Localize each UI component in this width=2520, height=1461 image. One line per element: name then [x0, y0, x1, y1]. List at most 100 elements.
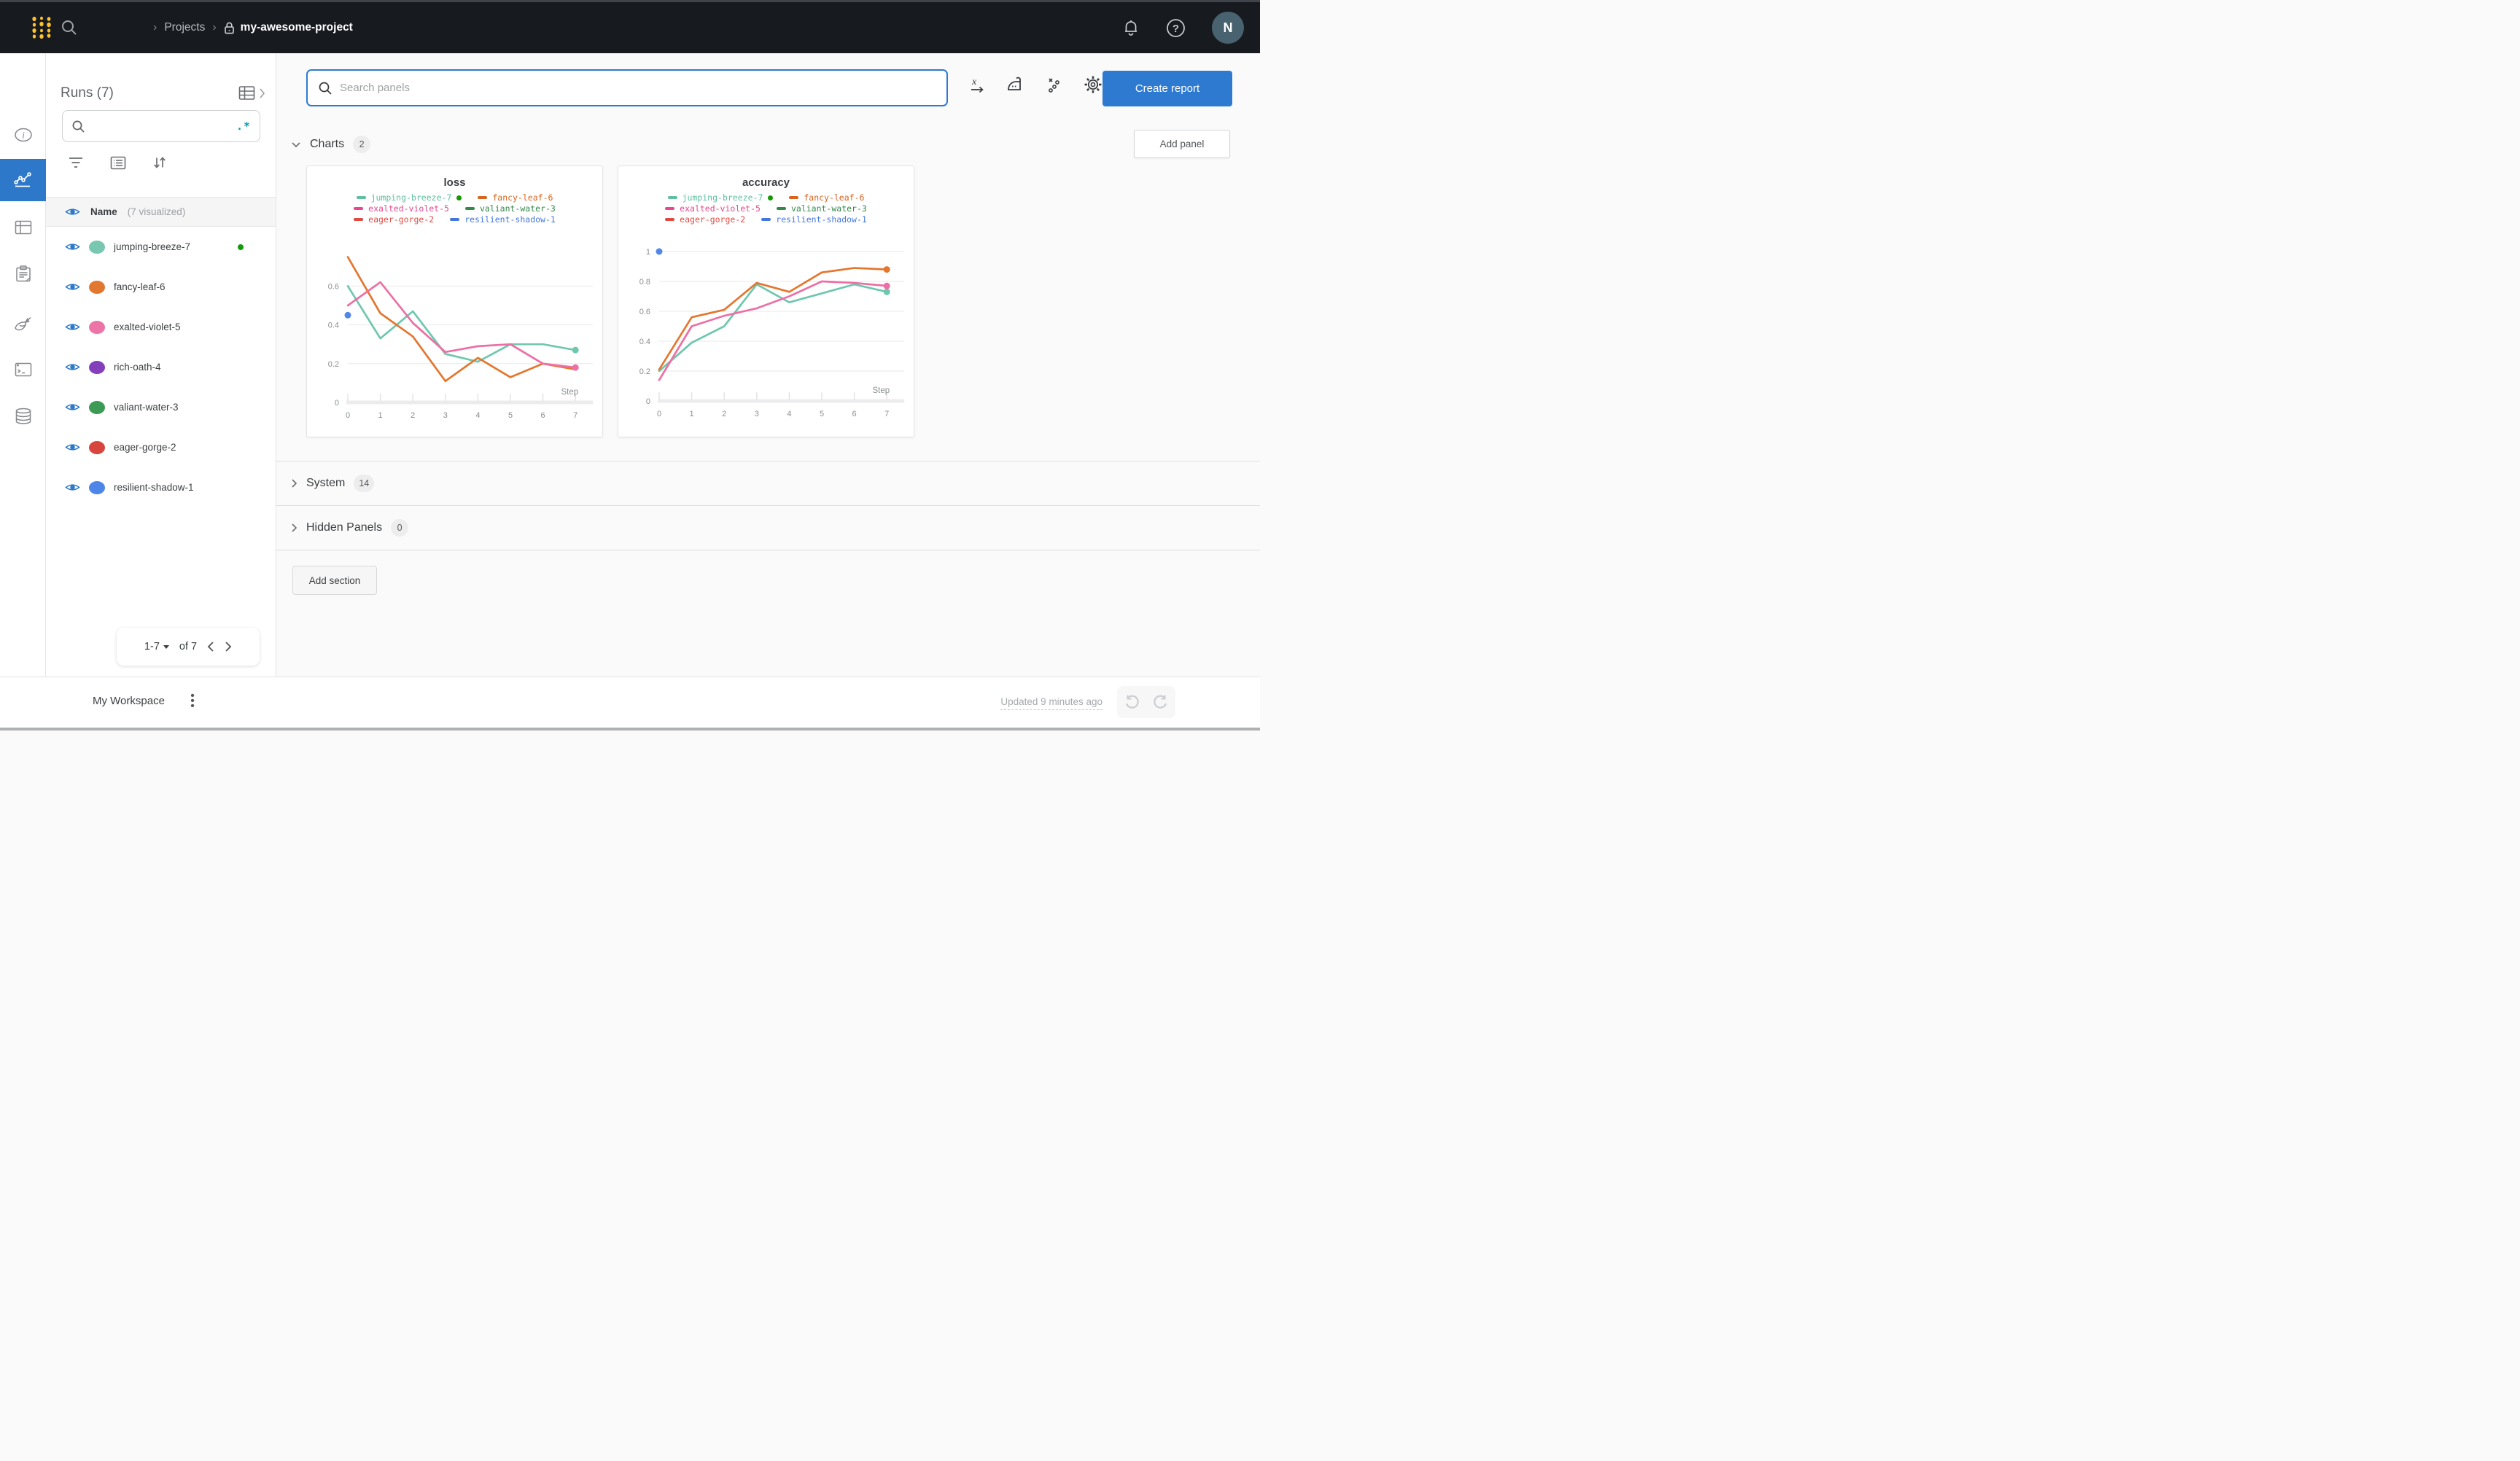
- legend-item[interactable]: resilient-shadow-1: [450, 214, 556, 225]
- svg-text:6: 6: [852, 410, 857, 418]
- eye-icon[interactable]: [65, 281, 80, 292]
- svg-text:x: x: [971, 77, 977, 87]
- avatar[interactable]: N: [1212, 12, 1244, 44]
- legend-swatch: [354, 207, 364, 210]
- breadcrumb-project-name[interactable]: my-awesome-project: [224, 21, 353, 35]
- runs-search-input[interactable]: [91, 120, 230, 132]
- legend-swatch: [464, 207, 475, 210]
- svg-text:0: 0: [646, 397, 650, 406]
- eye-icon[interactable]: [65, 482, 80, 493]
- section-system[interactable]: System 14: [291, 475, 375, 492]
- eye-icon[interactable]: [65, 241, 80, 252]
- chart-panel-accuracy[interactable]: accuracy jumping-breeze-7 fancy-leaf-6 e…: [618, 165, 914, 437]
- run-row[interactable]: fancy-leaf-6: [46, 267, 276, 307]
- runs-table-icon: [238, 86, 255, 100]
- eye-icon[interactable]: [65, 206, 80, 217]
- workspace-main: x: [276, 53, 1260, 677]
- legend-item[interactable]: eager-gorge-2: [354, 214, 434, 225]
- run-row[interactable]: exalted-violet-5: [46, 307, 276, 347]
- runs-count-title: Runs (7): [61, 85, 114, 101]
- chart-legend: jumping-breeze-7 fancy-leaf-6 exalted-vi…: [307, 192, 602, 225]
- rail-logs-icon[interactable]: [0, 348, 46, 391]
- x-axis-settings-icon[interactable]: x: [968, 76, 986, 93]
- svg-text:1: 1: [378, 411, 383, 420]
- redo-icon[interactable]: [1146, 686, 1175, 718]
- legend-item[interactable]: fancy-leaf-6: [789, 192, 864, 203]
- regex-toggle[interactable]: .*: [236, 120, 251, 133]
- eye-icon[interactable]: [65, 322, 80, 332]
- run-row[interactable]: rich-oath-4: [46, 347, 276, 387]
- section-charts[interactable]: Charts 2: [291, 136, 371, 153]
- rail-overview-icon[interactable]: i: [0, 114, 46, 156]
- page-range-dropdown[interactable]: 1-7: [144, 641, 169, 652]
- sort-icon[interactable]: [152, 155, 167, 170]
- help-icon[interactable]: ?: [1166, 18, 1186, 38]
- runs-table-toggle[interactable]: [238, 85, 265, 101]
- run-name: jumping-breeze-7: [114, 241, 191, 252]
- rail-jobs-icon[interactable]: [0, 253, 46, 295]
- next-page-icon[interactable]: [225, 641, 232, 652]
- runs-list-header[interactable]: Name (7 visualized): [46, 197, 276, 227]
- rail-artifacts-icon[interactable]: [0, 395, 46, 437]
- settings-gear-icon[interactable]: [1084, 75, 1102, 94]
- svg-text:0: 0: [335, 399, 339, 408]
- chart-panel-loss[interactable]: loss jumping-breeze-7 fancy-leaf-6 exalt…: [306, 165, 603, 437]
- legend-swatch: [450, 218, 460, 221]
- eye-icon[interactable]: [65, 362, 80, 373]
- filter-icon[interactable]: [68, 156, 84, 169]
- rail-charts-icon[interactable]: [0, 159, 46, 201]
- global-search-icon[interactable]: [60, 18, 79, 37]
- legend-swatch: [665, 207, 675, 210]
- run-name: exalted-violet-5: [114, 322, 181, 332]
- eye-icon[interactable]: [65, 442, 80, 453]
- legend-item[interactable]: valiant-water-3: [464, 203, 556, 214]
- legend-item[interactable]: resilient-shadow-1: [761, 214, 867, 225]
- run-color-dot: [89, 320, 105, 334]
- legend-item[interactable]: exalted-violet-5: [665, 203, 761, 214]
- legend-swatch: [776, 207, 786, 210]
- breadcrumb-projects-link[interactable]: Projects: [164, 21, 206, 34]
- add-panel-button[interactable]: Add panel: [1134, 130, 1230, 158]
- svg-text:2: 2: [411, 411, 415, 420]
- undo-icon[interactable]: [1117, 686, 1146, 718]
- svg-text:1: 1: [690, 410, 694, 418]
- rail-sweeps-icon[interactable]: [0, 303, 46, 345]
- notifications-bell-icon[interactable]: [1122, 18, 1140, 37]
- legend-item[interactable]: jumping-breeze-7: [667, 192, 774, 203]
- run-row[interactable]: jumping-breeze-7: [46, 227, 276, 267]
- run-row[interactable]: resilient-shadow-1: [46, 467, 276, 507]
- breadcrumb: › Projects › my-awesome-project: [153, 2, 353, 53]
- svg-text:5: 5: [508, 411, 513, 420]
- prev-page-icon[interactable]: [207, 641, 214, 652]
- legend-item[interactable]: exalted-violet-5: [354, 203, 449, 214]
- run-row[interactable]: valiant-water-3: [46, 387, 276, 427]
- legend-item[interactable]: jumping-breeze-7: [356, 192, 462, 203]
- runs-search-box[interactable]: .*: [62, 110, 260, 142]
- run-name: fancy-leaf-6: [114, 281, 166, 292]
- last-updated-text[interactable]: Updated 9 minutes ago: [1000, 696, 1102, 710]
- create-report-button[interactable]: Create report: [1102, 71, 1232, 106]
- panel-search-box[interactable]: [306, 69, 948, 106]
- smoothing-icon[interactable]: [1006, 76, 1025, 93]
- svg-text:?: ?: [1172, 23, 1179, 35]
- workspace-menu-kebab-icon[interactable]: • • •: [190, 690, 195, 712]
- wandb-logo[interactable]: [31, 15, 54, 40]
- legend-item[interactable]: eager-gorge-2: [665, 214, 745, 225]
- search-icon: [319, 82, 332, 95]
- outliers-icon[interactable]: [1046, 76, 1063, 93]
- add-section-button[interactable]: Add section: [292, 566, 377, 595]
- svg-text:2: 2: [722, 410, 726, 418]
- group-icon[interactable]: [110, 156, 126, 170]
- chart-title: accuracy: [742, 176, 790, 189]
- section-hidden-panels[interactable]: Hidden Panels 0: [291, 519, 409, 537]
- chevron-down-icon: [292, 141, 300, 147]
- legend-swatch: [667, 196, 677, 199]
- eye-icon[interactable]: [65, 402, 80, 413]
- panel-search-input[interactable]: [340, 82, 936, 94]
- run-row[interactable]: eager-gorge-2: [46, 427, 276, 467]
- run-name: resilient-shadow-1: [114, 482, 194, 493]
- legend-item[interactable]: valiant-water-3: [776, 203, 867, 214]
- run-name: eager-gorge-2: [114, 442, 176, 453]
- legend-item[interactable]: fancy-leaf-6: [478, 192, 553, 203]
- rail-table-icon[interactable]: [0, 206, 46, 249]
